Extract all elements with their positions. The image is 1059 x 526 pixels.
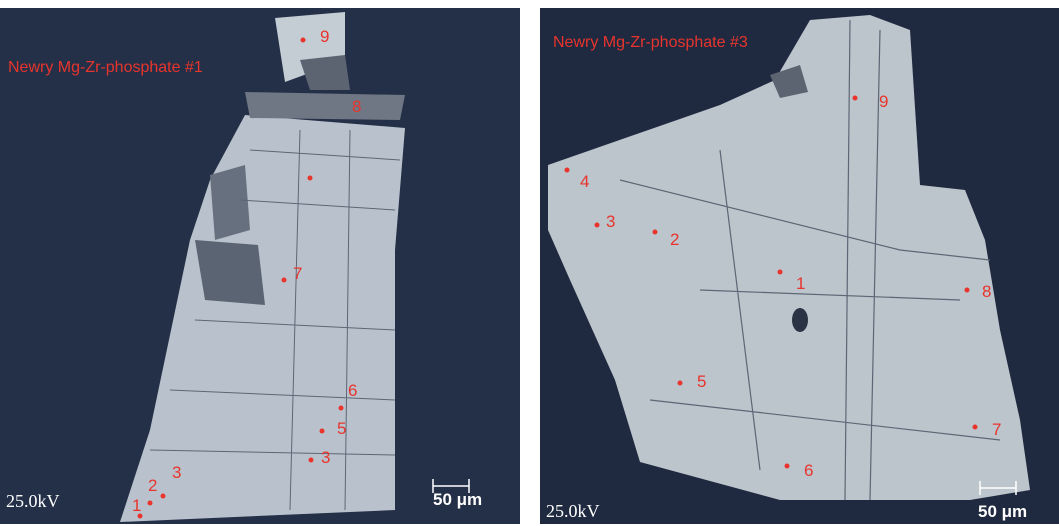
analysis-spot <box>160 493 166 499</box>
scale-bar <box>979 481 1017 495</box>
panel-title: Newry Mg-Zr-phosphate #1 <box>8 59 203 76</box>
pit <box>792 308 808 332</box>
analysis-spot <box>338 405 344 411</box>
inclusion <box>770 65 808 98</box>
spot-label: 5 <box>697 372 706 391</box>
spot-label: 6 <box>804 461 813 480</box>
scale-bar <box>432 479 470 493</box>
scale-bar-label: 50 μm <box>433 490 482 509</box>
inclusion <box>210 165 250 240</box>
analysis-spot <box>300 37 306 43</box>
cracks <box>619 19 1001 501</box>
spot-label: 5 <box>337 419 346 438</box>
analysis-spot <box>964 287 970 293</box>
spot-label: 8 <box>982 282 991 301</box>
crystal <box>548 15 1030 500</box>
analysis-spot <box>972 424 978 430</box>
analysis-spot <box>564 167 570 173</box>
crystal <box>120 115 405 522</box>
analysis-spot <box>308 457 314 463</box>
analysis-spot <box>307 175 313 181</box>
spot-label: 8 <box>352 97 361 116</box>
spot-label: 7 <box>293 264 302 283</box>
analysis-spot <box>137 513 143 519</box>
inclusion <box>300 55 350 90</box>
analysis-spot <box>777 269 783 275</box>
spot-label: 4 <box>580 172 589 191</box>
analysis-spot <box>281 277 287 283</box>
spot-label: 3 <box>321 448 330 467</box>
spot-label: 1 <box>796 274 805 293</box>
panel-title: Newry Mg-Zr-phosphate #3 <box>553 34 748 51</box>
spot-label: 9 <box>879 92 888 111</box>
scale-bar-label: 50 μm <box>978 502 1027 521</box>
analysis-spot <box>784 463 790 469</box>
analysis-spot <box>652 229 658 235</box>
spot-label: 3 <box>172 463 181 482</box>
spot-label: 9 <box>320 27 329 46</box>
spot-label: 7 <box>992 420 1001 439</box>
spot-label: 1 <box>132 496 141 515</box>
analysis-spot <box>852 95 858 101</box>
inclusion <box>245 92 405 120</box>
analysis-spot <box>677 380 683 386</box>
analysis-spot <box>319 428 325 434</box>
voltage-label: 25.0kV <box>6 491 60 511</box>
analysis-spot <box>147 500 153 506</box>
spot-label: 3 <box>606 212 615 231</box>
spot-label: 2 <box>670 230 679 249</box>
voltage-label: 25.0kV <box>546 501 600 521</box>
cracks <box>149 129 401 511</box>
inclusion <box>195 240 265 305</box>
spot-label: 6 <box>348 381 357 400</box>
spot-label: 2 <box>148 476 157 495</box>
analysis-spot <box>594 222 600 228</box>
